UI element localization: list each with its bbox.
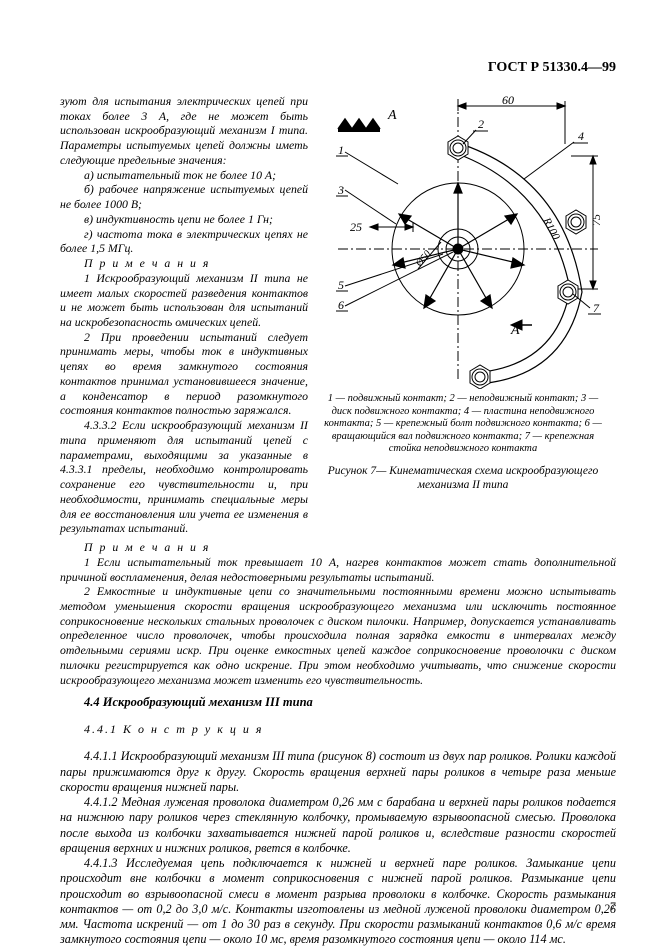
svg-text:6: 6 xyxy=(338,298,344,312)
section-4-4-body: 4.4.1.1 Искрообразующий механизм III тип… xyxy=(60,749,616,947)
svg-text:75: 75 xyxy=(589,214,603,226)
section-4-4-1-title: 4.4.1 К о н с т р у к ц и я xyxy=(60,722,616,737)
standard-header: ГОСТ Р 51330.4—99 xyxy=(60,60,616,76)
list-item-b: б) рабочее напряжение испытуемых цепей н… xyxy=(60,182,308,211)
page-number: 7 xyxy=(610,899,616,914)
svg-text:5: 5 xyxy=(338,278,344,292)
svg-text:1: 1 xyxy=(338,143,344,157)
figure-column: 60 25 75 xyxy=(318,94,608,536)
paragraph-4412: 4.4.1.2 Медная луженая проволока диаметр… xyxy=(60,795,616,856)
svg-text:A: A xyxy=(387,108,397,123)
left-note-1: 1 Искрообразующий механизм II типа не им… xyxy=(60,271,308,330)
full-notes-title: П р и м е ч а н и я xyxy=(60,540,616,555)
full-width-notes: П р и м е ч а н и я 1 Если испытательный… xyxy=(60,540,616,687)
svg-text:25: 25 xyxy=(350,220,362,234)
svg-text:4: 4 xyxy=(578,129,584,143)
left-notes-title: П р и м е ч а н и я xyxy=(60,256,308,271)
svg-text:3: 3 xyxy=(337,183,344,197)
figure-legend: 1 — подвижный контакт; 2 — неподвижный к… xyxy=(318,393,608,456)
left-note-2: 2 При проведении испытаний следует прини… xyxy=(60,330,308,418)
intro-paragraph: зуют для испытания электрических цепей п… xyxy=(60,94,308,168)
full-note-1: 1 Если испытательный ток превышает 10 А,… xyxy=(60,555,616,584)
svg-text:7: 7 xyxy=(593,301,600,315)
paragraph-4411: 4.4.1.1 Искрообразующий механизм III тип… xyxy=(60,749,616,795)
svg-text:R100: R100 xyxy=(540,215,562,242)
section-4-4-title: 4.4 Искрообразующий механизм III типа xyxy=(60,695,616,710)
paragraph-4332: 4.3.3.2 Если искрообразующий механизм II… xyxy=(60,418,308,536)
svg-text:2: 2 xyxy=(478,117,484,131)
full-note-2: 2 Емкостные и индуктивные цепи со значит… xyxy=(60,584,616,687)
list-item-g: г) частота тока в электрических цепях не… xyxy=(60,227,308,256)
left-column: зуют для испытания электрических цепей п… xyxy=(60,94,308,536)
list-item-v: в) индуктивность цепи не более 1 Гн; xyxy=(60,212,308,227)
list-item-a: а) испытательный ток не более 10 А; xyxy=(60,168,308,183)
paragraph-4413: 4.4.1.3 Исследуемая цепь подключается к … xyxy=(60,856,616,948)
figure-7-svg: 60 25 75 xyxy=(318,94,608,389)
svg-text:60: 60 xyxy=(502,94,514,107)
figure-caption: Рисунок 7— Кинематическая схема искрообр… xyxy=(318,464,608,493)
